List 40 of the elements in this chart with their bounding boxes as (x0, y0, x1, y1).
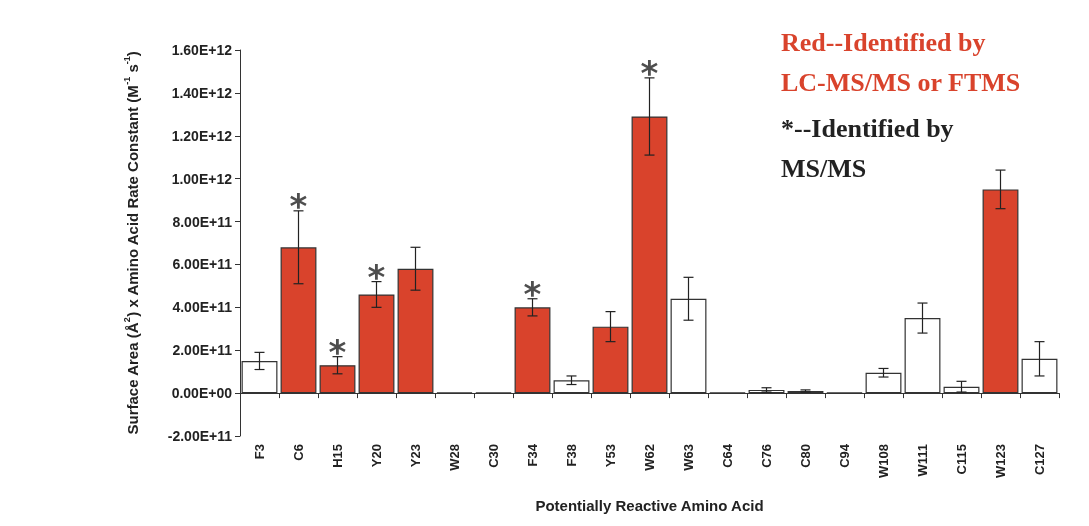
annotation: * (328, 331, 347, 372)
x-tick-label: H15 (330, 444, 345, 468)
x-tick-label: Y20 (369, 444, 384, 468)
x-tick-label: Y23 (408, 444, 423, 468)
x-tick-label: C6 (291, 444, 306, 461)
y-tick-label: 2.00E+11 (172, 342, 233, 359)
x-tick-label: C64 (720, 443, 735, 468)
x-tick-label: W62 (642, 444, 657, 471)
y-tick-label: 1.20E+12 (171, 127, 233, 144)
x-tick-label: C80 (798, 444, 813, 468)
annotation: Red--Identified by LC-MS/MS or FTMS (781, 27, 1021, 97)
x-tick-label: W28 (447, 444, 462, 471)
x-tick-label: C76 (759, 444, 774, 468)
x-axis-title: Potentially Reactive Amino Acid (535, 497, 764, 514)
y-tick-label: 6.00E+11 (172, 256, 233, 273)
annotation: * (640, 52, 659, 93)
annotation: * (523, 273, 542, 314)
x-tick-label: C94 (837, 443, 852, 468)
y-tick-label: 1.40E+12 (171, 84, 233, 101)
y-tick-label: 4.00E+11 (172, 299, 233, 316)
x-tick-label: F3 (252, 444, 267, 460)
x-tick-label: W123 (993, 444, 1008, 478)
x-tick-label: F38 (564, 444, 579, 467)
x-tick-label: C30 (486, 444, 501, 468)
y-tick-label: -2.00E+11 (167, 428, 233, 444)
x-tick-label: F34 (525, 443, 540, 467)
x-tick-label: C115 (954, 444, 969, 475)
y-tick-label: 0.00E+00 (171, 385, 233, 402)
x-tick-label: W111 (915, 444, 930, 477)
x-tick-label: C127 (1032, 444, 1047, 476)
y-axis-title: Surface Area (Å2) x Amino Acid Rate Constant (M-1 s-1) (122, 51, 141, 435)
x-tick-label: W108 (876, 444, 891, 478)
y-tick-label: 8.00E+11 (172, 213, 233, 230)
x-tick-label: W63 (681, 444, 696, 471)
y-tick-label: 1.60E+12 (171, 42, 233, 58)
y-tick-label: 1.00E+12 (171, 170, 233, 187)
annotation: * (289, 185, 308, 226)
annotation: *--Identified by MS/MS (781, 113, 961, 183)
annotation: * (367, 256, 386, 297)
x-tick-label: Y53 (603, 444, 618, 468)
